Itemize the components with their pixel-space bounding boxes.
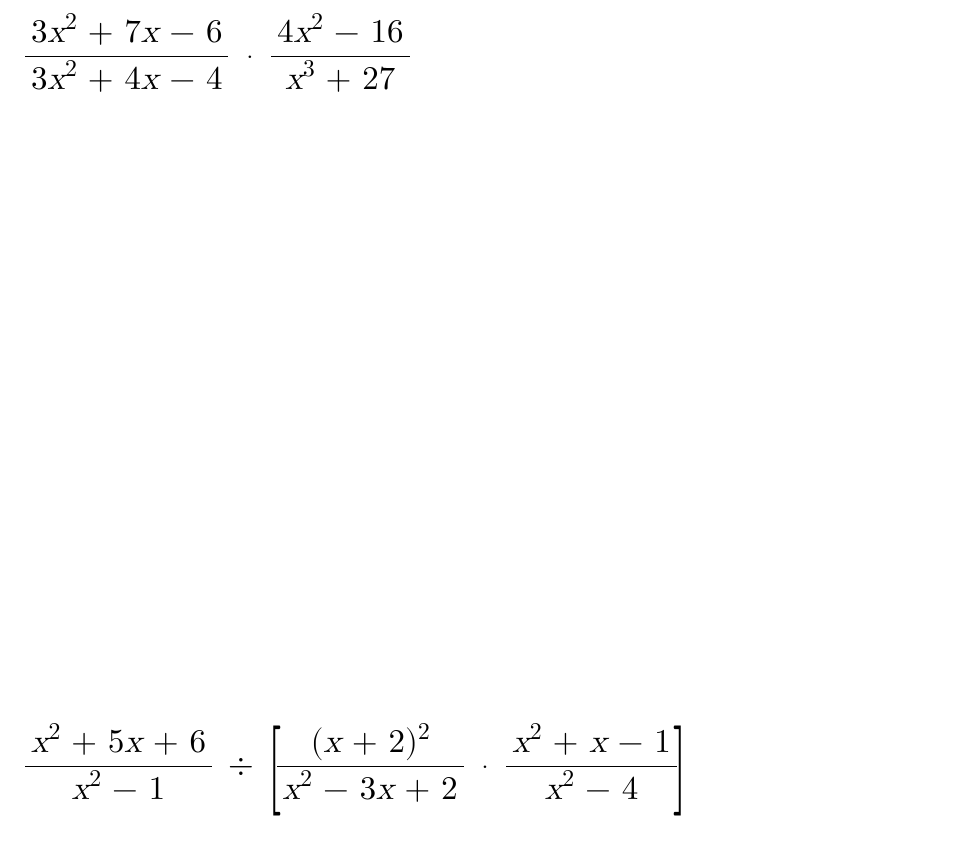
right-bracket: ] [672,726,686,807]
denominator-1a: 3x2 + 4x − 4 [25,57,228,103]
numerator-1a: 3x2 + 7x − 6 [25,10,228,56]
multiply-operator: · [228,42,271,71]
divide-operator: ÷ [212,746,272,786]
numerator-1b: 4x2 − 16 [271,10,409,56]
math-expression-1: 3x2 + 7x − 6 3x2 + 4x − 4 · 4x2 − 16 x3 … [25,10,410,103]
math-expression-2: x2 + 5x + 6 x2 − 1 ÷ [ (x + 2)2 x2 − 3x … [25,720,682,813]
numerator-2c: x2 + x − 1 [506,720,676,766]
denominator-2b: x2 − 3x + 2 [277,767,464,813]
fraction-1a: 3x2 + 7x − 6 3x2 + 4x − 4 [25,10,228,103]
fraction-2a: x2 + 5x + 6 x2 − 1 [25,720,212,813]
numerator-2b: (x + 2)2 [305,720,436,766]
denominator-1b: x3 + 27 [279,57,401,103]
denominator-2a: x2 − 1 [66,767,171,813]
fraction-2b: (x + 2)2 x2 − 3x + 2 [277,720,464,813]
left-bracket: [ [267,726,281,807]
fraction-2c: x2 + x − 1 x2 − 4 [506,720,676,813]
denominator-2c: x2 − 4 [539,767,644,813]
numerator-2a: x2 + 5x + 6 [25,720,212,766]
fraction-1b: 4x2 − 16 x3 + 27 [271,10,409,103]
multiply-operator: · [464,752,507,781]
